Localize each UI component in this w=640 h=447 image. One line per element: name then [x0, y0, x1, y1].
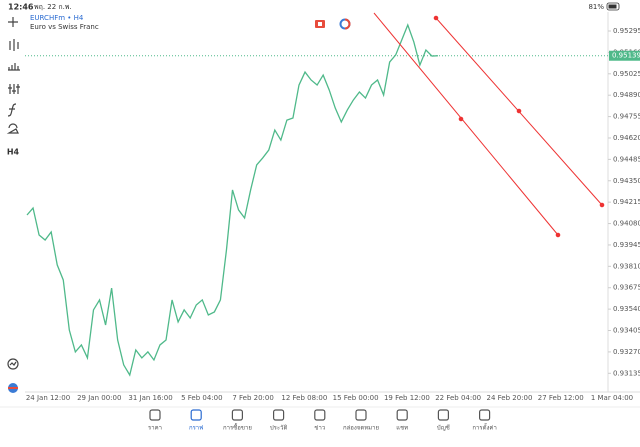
trend-channel	[373, 12, 605, 238]
status-battery: 81%	[588, 3, 604, 11]
nav-tab-label[interactable]: กล่องจดหมาย	[343, 425, 379, 432]
indicators-tool[interactable]	[8, 63, 20, 71]
x-tick-label: 22 Feb 04:00	[435, 394, 481, 402]
nav-icon[interactable]	[355, 409, 367, 421]
nav-icon[interactable]	[273, 409, 285, 421]
x-tick-label: 15 Feb 00:00	[333, 394, 379, 402]
settings-tool[interactable]	[8, 84, 20, 94]
status-time: 12:46	[8, 3, 34, 12]
trend-point[interactable]	[516, 108, 522, 114]
objects-tool[interactable]	[6, 123, 19, 134]
bottom-nav: ราคา กราฟ การซื้อขาย ประวัติ ข่าว กล่องจดหมาย…	[148, 409, 497, 432]
nav-icon[interactable]	[190, 409, 202, 421]
current-price-label: 0.95139	[612, 52, 640, 60]
status-date: พฤ. 22 ก.พ.	[34, 3, 72, 11]
nav-icon[interactable]	[149, 409, 161, 421]
plot: 0.952950.951600.950250.948900.947550.946…	[25, 23, 640, 402]
nav-tab-label[interactable]: ราคา	[148, 425, 162, 432]
y-tick-label: 0.93270	[613, 348, 640, 356]
x-tick-label: 31 Jan 16:00	[128, 394, 172, 402]
nav-icon[interactable]	[479, 409, 491, 421]
trend-point[interactable]	[555, 232, 561, 238]
nav-tab-label[interactable]: การตั้งค่า	[472, 422, 496, 432]
nav-icon[interactable]	[314, 409, 326, 421]
y-tick-label: 0.93675	[613, 284, 640, 292]
price-line	[26, 23, 439, 377]
y-tick-label: 0.95025	[613, 70, 640, 78]
nav-icon[interactable]	[231, 409, 243, 421]
nav-tab-label[interactable]: แชท	[396, 425, 408, 432]
y-tick-label: 0.94755	[613, 113, 640, 121]
x-tick-label: 24 Jan 12:00	[26, 394, 70, 402]
trend-point[interactable]	[458, 116, 464, 122]
x-tick-label: 7 Feb 20:00	[232, 394, 273, 402]
trend-point[interactable]	[433, 15, 439, 21]
y-tick-label: 0.94485	[613, 155, 640, 163]
y-tick-label: 0.94890	[613, 91, 640, 99]
y-tick-label: 0.95295	[613, 27, 640, 35]
symbol-name: EURCHFm • H4	[30, 14, 84, 22]
function-tool[interactable]	[7, 103, 17, 117]
nav-tab-label[interactable]: กราฟ	[189, 425, 203, 432]
crosshair-tool[interactable]	[8, 17, 18, 27]
x-tick-label: 1 Mar 04:00	[591, 394, 633, 402]
timeframe-button[interactable]: H4	[7, 148, 20, 157]
trade-icon-inner	[318, 22, 322, 26]
battery-level	[608, 4, 617, 9]
y-tick-label: 0.94215	[613, 198, 640, 206]
chart-type-tool[interactable]	[9, 39, 19, 51]
x-tick-label: 24 Feb 20:00	[486, 394, 532, 402]
nav-icon[interactable]	[437, 409, 449, 421]
trend-line[interactable]	[373, 12, 559, 236]
x-tick-label: 27 Feb 12:00	[538, 394, 584, 402]
zoom-tool[interactable]	[7, 358, 19, 370]
y-tick-label: 0.94620	[613, 134, 640, 142]
current-price-box	[609, 50, 640, 61]
one-click-icon-half	[344, 18, 351, 30]
zoom-tool-line	[9, 361, 17, 366]
y-tick-label: 0.93540	[613, 305, 640, 313]
battery-icon	[606, 2, 620, 11]
y-tick-label: 0.94350	[613, 177, 640, 185]
y-tick-label: 0.93810	[613, 262, 640, 270]
x-tick-label: 29 Jan 00:00	[77, 394, 121, 402]
x-tick-label: 5 Feb 04:00	[181, 394, 222, 402]
nav-tab-label[interactable]: ประวัติ	[270, 425, 288, 432]
trend-point[interactable]	[599, 202, 605, 208]
x-tick-label: 19 Feb 12:00	[384, 394, 430, 402]
left-toolbar	[6, 17, 20, 370]
x-tick-label: 12 Feb 08:00	[281, 394, 327, 402]
nav-tab-label[interactable]: การซื้อขาย	[223, 422, 252, 432]
y-tick-label: 0.93405	[613, 327, 640, 335]
y-tick-label: 0.94080	[613, 220, 640, 228]
nav-tab-label[interactable]: บัญชี	[437, 424, 450, 432]
symbol-description: Euro vs Swiss Franc	[30, 23, 99, 31]
y-tick-label: 0.93135	[613, 369, 640, 377]
nav-icon[interactable]	[396, 409, 408, 421]
nav-tab-label[interactable]: ข่าว	[314, 425, 325, 432]
y-tick-label: 0.93945	[613, 241, 640, 249]
